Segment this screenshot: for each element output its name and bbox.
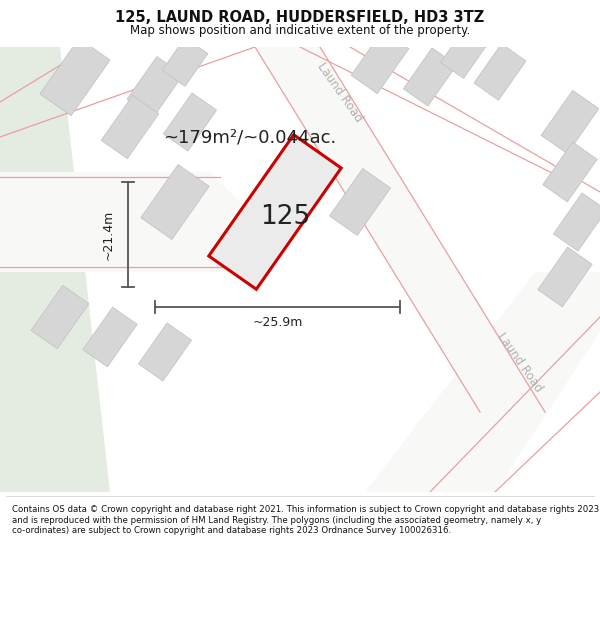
- Text: ~25.9m: ~25.9m: [253, 316, 302, 329]
- Polygon shape: [141, 164, 209, 239]
- Polygon shape: [543, 142, 597, 202]
- Polygon shape: [329, 169, 391, 236]
- Polygon shape: [538, 247, 592, 307]
- Polygon shape: [541, 90, 599, 154]
- Polygon shape: [162, 38, 208, 86]
- Polygon shape: [365, 272, 600, 492]
- Text: Contains OS data © Crown copyright and database right 2021. This information is : Contains OS data © Crown copyright and d…: [12, 505, 599, 535]
- Polygon shape: [553, 193, 600, 251]
- Polygon shape: [474, 44, 526, 100]
- Polygon shape: [40, 38, 110, 116]
- Polygon shape: [351, 30, 409, 94]
- Polygon shape: [0, 172, 260, 272]
- Polygon shape: [31, 285, 89, 349]
- Polygon shape: [255, 47, 545, 412]
- Polygon shape: [163, 93, 217, 151]
- Polygon shape: [139, 323, 191, 381]
- Polygon shape: [101, 95, 159, 159]
- Text: ~179m²/~0.044ac.: ~179m²/~0.044ac.: [163, 128, 337, 146]
- Text: Map shows position and indicative extent of the property.: Map shows position and indicative extent…: [130, 24, 470, 37]
- Text: 125: 125: [260, 204, 310, 230]
- Text: Laund Road: Laund Road: [315, 60, 365, 124]
- Text: 125, LAUND ROAD, HUDDERSFIELD, HD3 3TZ: 125, LAUND ROAD, HUDDERSFIELD, HD3 3TZ: [115, 11, 485, 26]
- Text: ~21.4m: ~21.4m: [101, 209, 115, 259]
- Polygon shape: [440, 26, 490, 79]
- Text: Laund Road: Laund Road: [495, 330, 545, 394]
- Polygon shape: [209, 135, 341, 289]
- Polygon shape: [83, 307, 137, 367]
- Polygon shape: [127, 56, 183, 118]
- Polygon shape: [278, 148, 341, 217]
- Polygon shape: [0, 47, 110, 492]
- Polygon shape: [403, 48, 457, 106]
